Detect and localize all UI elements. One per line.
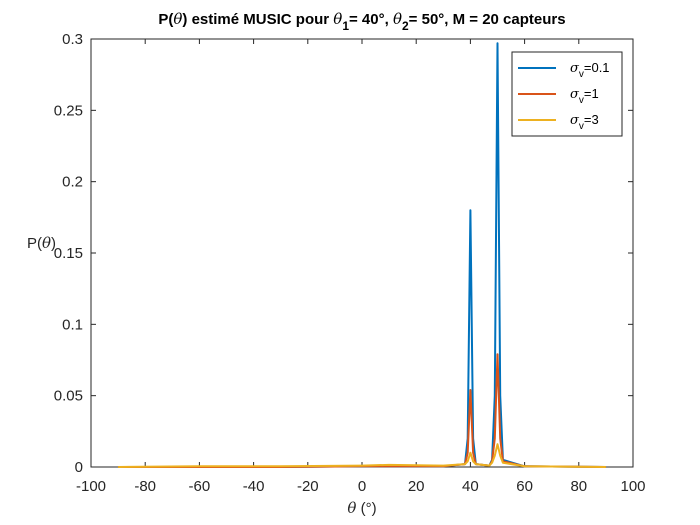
x-tick-label: -80	[134, 478, 156, 495]
legend-label-symbol: σ	[570, 113, 580, 128]
y-tick-label: 0.05	[54, 388, 83, 405]
legend-label-value: =0.1	[584, 60, 610, 75]
title-part-d: θ	[333, 10, 342, 28]
y-axis-label-symbol: θ	[42, 234, 51, 252]
x-axis-label-symbol: θ	[347, 499, 356, 517]
x-tick-label: 80	[570, 478, 587, 495]
legend-entries: σv=0.1σv=1σv=3	[518, 60, 610, 132]
legend-label-0: σv=0.1	[570, 60, 610, 80]
x-tick-label: -40	[243, 478, 265, 495]
y-tick-label: 0.15	[54, 245, 83, 262]
legend-label-subscript: v	[579, 95, 584, 106]
x-tick-label: 100	[620, 478, 645, 495]
title-part-c: ) estimé MUSIC pour	[182, 11, 333, 28]
title-part-a: P(	[158, 11, 173, 28]
y-ticks: 0 0.05 0.1 0.15 0.2 0.25 0.3	[54, 31, 633, 476]
y-axis-label-pre: P(	[27, 235, 42, 252]
y-axis-label: P(θ)	[27, 234, 56, 252]
y-tick-label: 0	[75, 459, 83, 476]
title-part-i: = 50°, M = 20 capteurs	[409, 11, 566, 28]
y-tick-label: 0.25	[54, 102, 83, 119]
x-tick-label: 40	[462, 478, 479, 495]
x-axis-label-unit: (°)	[356, 500, 376, 517]
x-tick-label: -100	[76, 478, 106, 495]
legend-label-value: =3	[584, 112, 599, 127]
title-part-e: 1	[342, 19, 349, 33]
legend-label-2: σv=3	[570, 112, 599, 132]
chart-title: P(θ) estimé MUSIC pour θ1= 40°, θ2= 50°,…	[158, 10, 565, 33]
x-tick-label: 0	[358, 478, 366, 495]
legend-label-symbol: σ	[570, 87, 580, 102]
y-axis-label-post: )	[51, 235, 56, 252]
x-tick-label: 60	[516, 478, 533, 495]
x-tick-label: -20	[297, 478, 319, 495]
legend-label-value: =1	[584, 86, 599, 101]
legend-label-1: σv=1	[570, 86, 599, 106]
series-line-1	[118, 353, 606, 468]
title-part-b: θ	[173, 10, 182, 28]
series-layer	[118, 42, 606, 468]
y-tick-label: 0.2	[62, 174, 83, 191]
title-part-f: = 40°,	[349, 11, 393, 28]
x-axis-label: θ (°)	[347, 499, 376, 517]
x-tick-label: 20	[408, 478, 425, 495]
legend-label-subscript: v	[579, 121, 584, 132]
y-tick-label: 0.1	[62, 316, 83, 333]
series-line-2	[118, 443, 606, 468]
legend-label-symbol: σ	[570, 61, 580, 76]
title-part-h: 2	[402, 19, 409, 33]
title-part-g: θ	[393, 10, 402, 28]
legend: σv=0.1σv=1σv=3	[511, 51, 623, 137]
y-tick-label: 0.3	[62, 31, 83, 48]
legend-label-subscript: v	[579, 69, 584, 80]
x-tick-label: -60	[189, 478, 211, 495]
